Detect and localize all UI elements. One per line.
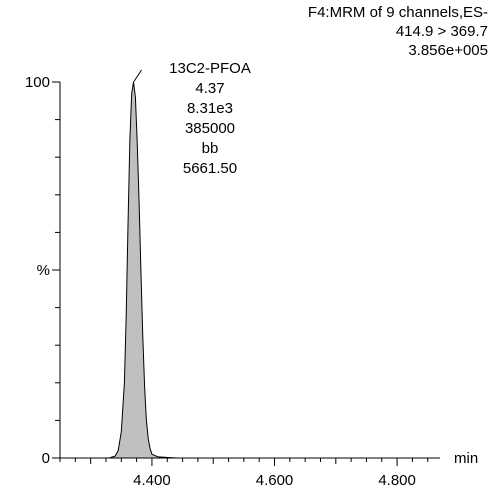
peak-label-value: 5661.50 bbox=[182, 160, 238, 177]
x-axis: 4.400 4.600 4.800 min bbox=[59, 450, 478, 489]
y-axis: 0% 100 bbox=[25, 74, 61, 467]
plot-area bbox=[60, 69, 440, 459]
peak-label-area: 385000 bbox=[184, 120, 236, 137]
mrm-transition: 414.9 > 369.7 bbox=[395, 23, 488, 40]
intensity-scale: 3.856e+005 bbox=[408, 42, 488, 59]
x-tick-label: 4.800 bbox=[378, 472, 416, 489]
peak-trace-line bbox=[60, 81, 440, 459]
channel-title: F4:MRM of 9 channels,ES- bbox=[307, 4, 488, 21]
y-axis-label-percent: % bbox=[37, 262, 50, 279]
peak-area-fill bbox=[60, 82, 440, 458]
peak-label-retention-time: 4.37 bbox=[195, 80, 225, 97]
y-tick-label-100: 100 bbox=[25, 74, 50, 91]
peak-label-integration: bb bbox=[201, 140, 219, 157]
peak-label-compound: 13C2-PFOA bbox=[169, 60, 251, 77]
x-axis-label: min bbox=[454, 450, 478, 467]
x-tick-label: 4.600 bbox=[256, 472, 294, 489]
x-tick-label: 4.400 bbox=[133, 472, 171, 489]
peak-label-height: 8.31e3 bbox=[187, 100, 233, 117]
peak-label-leader bbox=[133, 69, 142, 83]
y-tick-label-0: 0 bbox=[42, 450, 50, 467]
